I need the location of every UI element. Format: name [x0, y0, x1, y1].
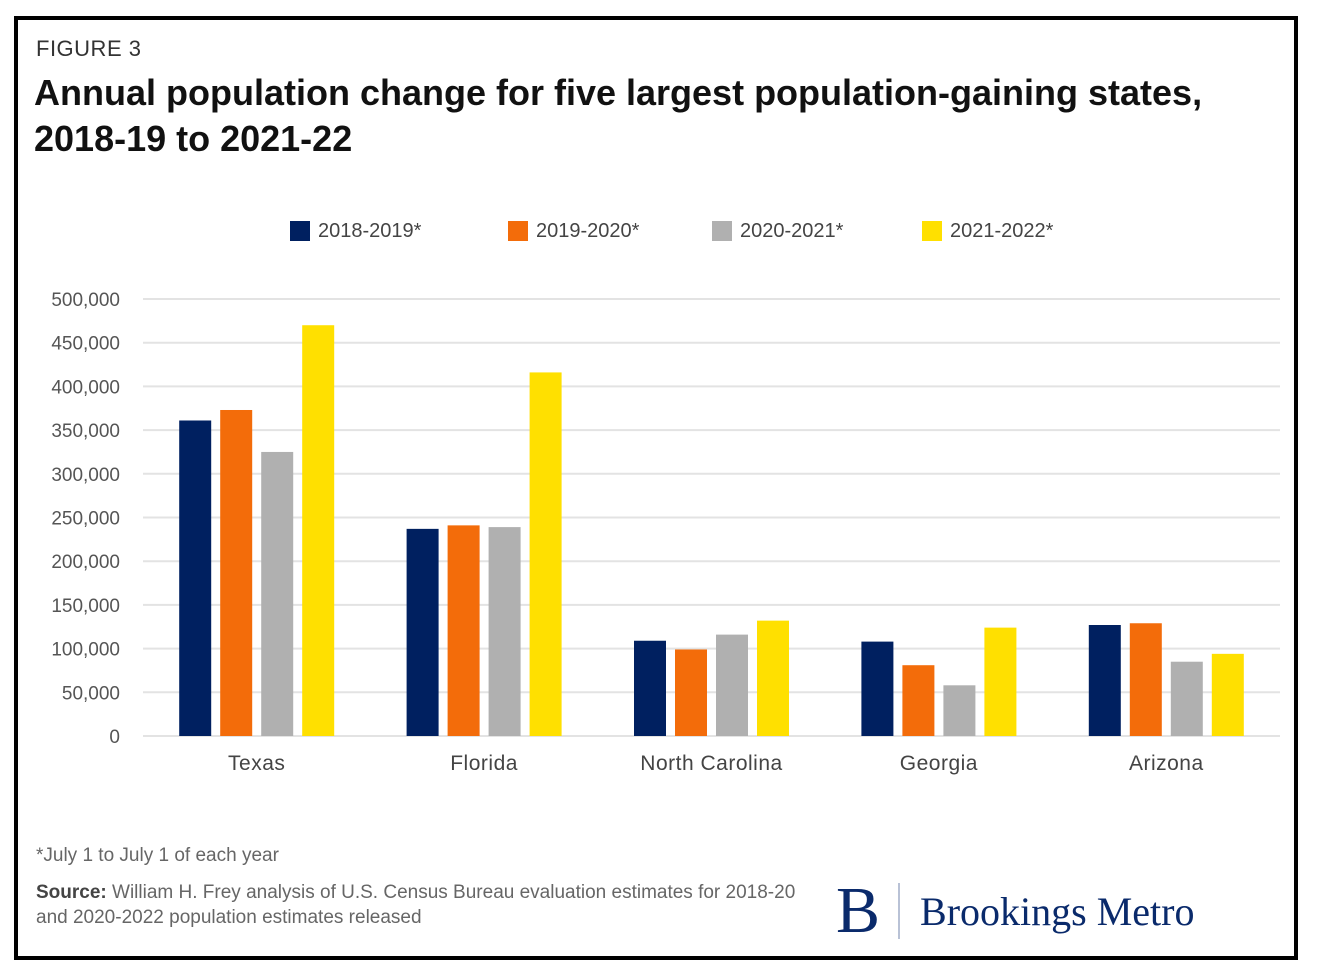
legend-label: 2019-2020* [536, 219, 640, 242]
bar [716, 634, 748, 736]
x-category-label: Georgia [900, 752, 978, 775]
bar [302, 325, 335, 736]
y-tick-label: 400,000 [51, 377, 120, 398]
legend-swatch [712, 221, 732, 241]
y-tick-label: 0 [109, 727, 120, 748]
y-tick-label: 300,000 [51, 465, 120, 486]
bar [861, 641, 894, 736]
footnote: *July 1 to July 1 of each year [36, 845, 279, 866]
legend-swatch [290, 221, 310, 241]
bar [675, 649, 707, 736]
y-tick-label: 350,000 [51, 421, 120, 442]
bar [220, 409, 253, 736]
bar [1211, 653, 1244, 736]
bar [406, 528, 439, 736]
bar [943, 685, 976, 736]
chart-title: Annual population change for five larges… [34, 72, 1203, 159]
bar [1088, 625, 1121, 736]
x-category-label: Florida [450, 752, 518, 775]
brookings-metro-logo: B Brookings Metro [836, 876, 1194, 946]
bar [757, 620, 789, 736]
x-category-label: Texas [228, 752, 285, 775]
bar [1170, 661, 1203, 736]
legend-item-2019-2020: 2019-2020* [508, 216, 639, 246]
bar [634, 640, 666, 736]
y-tick-label: 450,000 [51, 334, 120, 355]
bar [984, 627, 1017, 736]
y-tick-label: 500,000 [51, 290, 120, 311]
y-tick-label: 200,000 [51, 552, 120, 573]
source-label: Source: [36, 882, 107, 903]
y-tick-label: 250,000 [51, 509, 120, 530]
x-category-label: North Carolina [640, 752, 782, 775]
bar [902, 665, 935, 736]
bar [261, 451, 294, 736]
bar [529, 372, 562, 736]
y-tick-label: 50,000 [62, 683, 120, 704]
legend-label: 2021-2022* [950, 219, 1054, 242]
brookings-b-logo-mark: B [836, 874, 881, 947]
legend-item-2018-2019: 2018-2019* [290, 216, 421, 246]
bar [447, 525, 480, 736]
figure-label: FIGURE 3 [36, 36, 142, 61]
y-tick-label: 100,000 [51, 640, 120, 661]
y-tick-label: 150,000 [51, 596, 120, 617]
source-note: Source: William H. Frey analysis of U.S.… [36, 880, 796, 930]
source-text: William H. Frey analysis of U.S. Census … [36, 882, 796, 928]
legend-swatch [508, 221, 528, 241]
bar [488, 527, 521, 736]
legend-swatch [922, 221, 942, 241]
logo-divider [898, 883, 901, 939]
chart-legend: 2018-2019* 2019-2020* 2020-2021* 2021-20… [0, 216, 1320, 246]
x-category-label: Arizona [1129, 752, 1204, 775]
legend-label: 2020-2021* [740, 219, 844, 242]
bar [1129, 623, 1162, 736]
legend-label: 2018-2019* [318, 219, 422, 242]
legend-item-2021-2022: 2021-2022* [922, 216, 1053, 246]
legend-item-2020-2021: 2020-2021* [712, 216, 843, 246]
logo-wordmark: Brookings Metro [920, 888, 1195, 934]
bar [179, 420, 212, 736]
figure-frame [14, 16, 1298, 960]
